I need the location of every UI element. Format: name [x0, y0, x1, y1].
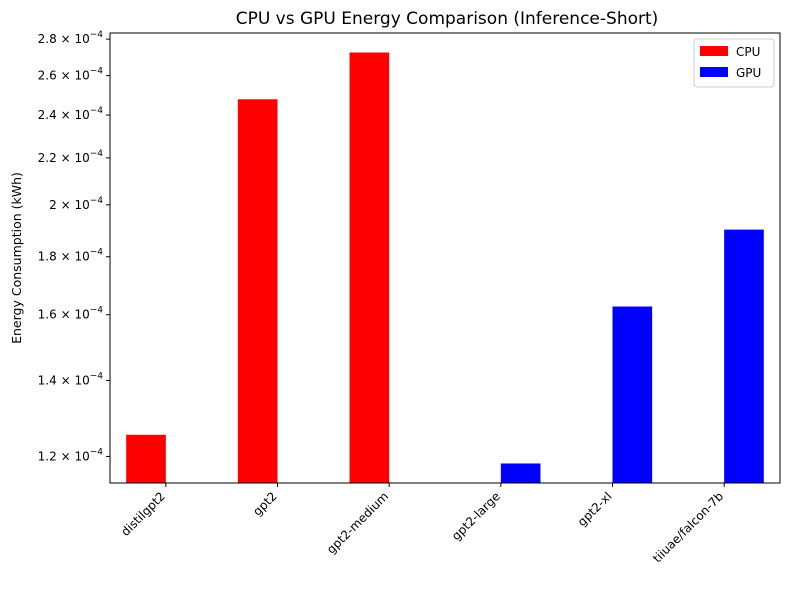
y-tick-label: 2.6 × 10−4 [38, 67, 104, 83]
y-axis: 1.2 × 10−4 1.4 × 10−4 1.6 × 10−4 1.8 × 10−4… [38, 30, 110, 463]
legend-swatch-cpu [700, 46, 728, 56]
y-tick-label: 1.8 × 10−4 [38, 248, 104, 264]
y-tick-label: 2.2 × 10−4 [38, 149, 104, 165]
y-tick-label: 1.2 × 10−4 [38, 447, 104, 463]
y-tick-label: 2.4 × 10−4 [38, 106, 104, 122]
bar-cpu-gpt2 [237, 99, 278, 483]
legend-label-cpu: CPU [736, 45, 760, 59]
bar-gpu-tiiuae-falcon-7b [724, 229, 764, 483]
legend-label-gpu: GPU [736, 66, 761, 80]
bar-cpu-gpt2-medium [349, 52, 390, 484]
bars-layer [126, 52, 764, 484]
legend-swatch-gpu [700, 67, 728, 77]
legend: CPU GPU [693, 38, 775, 88]
y-axis-label: Energy Consumption (kWh) [9, 172, 24, 344]
bar-cpu-distilgpt2 [126, 434, 166, 483]
chart-title: CPU vs GPU Energy Comparison (Inference-… [236, 9, 659, 29]
bar-gpu-gpt2-large [500, 463, 541, 483]
y-tick-label: 1.4 × 10−4 [38, 372, 104, 388]
bar-gpu-gpt2-xl [612, 306, 653, 483]
y-tick-label: 1.6 × 10−4 [38, 306, 104, 322]
plot-frame [109, 32, 781, 484]
y-tick-label: 2.8 × 10−4 [38, 30, 104, 46]
